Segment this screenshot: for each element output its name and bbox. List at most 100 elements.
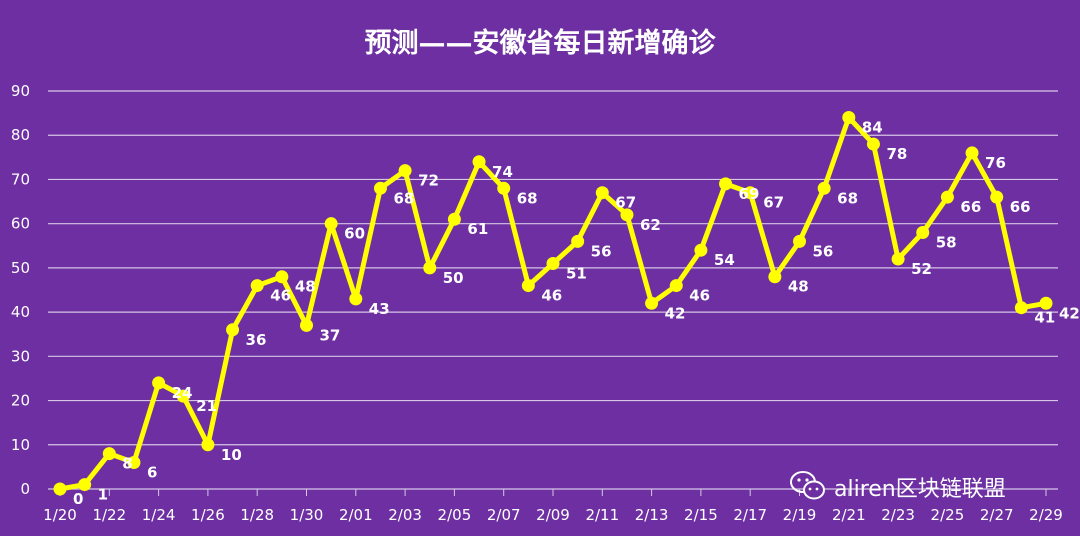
x-tick-label: 2/11 <box>585 506 619 524</box>
data-label: 42 <box>1059 304 1080 322</box>
data-label: 1 <box>98 486 108 504</box>
data-point <box>571 234 585 248</box>
data-point <box>940 190 954 204</box>
data-label: 42 <box>665 304 686 322</box>
data-label: 66 <box>1010 198 1031 216</box>
chart-title: 预测——安徽省每日新增确诊 <box>365 27 717 59</box>
data-point <box>891 252 905 266</box>
x-tick-label: 2/23 <box>881 506 915 524</box>
data-label: 68 <box>393 189 414 207</box>
data-label: 74 <box>492 163 513 181</box>
data-label: 69 <box>739 185 760 203</box>
data-point <box>447 212 461 226</box>
x-tick-label: 1/24 <box>142 506 176 524</box>
data-label: 8 <box>122 455 132 473</box>
y-tick-label: 20 <box>11 392 30 410</box>
x-axis-ticks: 1/20 1/22 1/24 1/26 1/28 1/30 2/01 2/03 2/05 2/07… <box>43 489 1063 524</box>
data-label: 54 <box>714 251 735 269</box>
x-tick-label: 1/28 <box>240 506 274 524</box>
data-label: 52 <box>911 260 932 278</box>
data-point <box>1039 296 1053 310</box>
data-point <box>176 389 190 403</box>
y-tick-label: 10 <box>11 436 30 454</box>
data-point <box>645 296 659 310</box>
data-label: 84 <box>862 119 883 137</box>
data-label: 46 <box>689 287 710 305</box>
data-point <box>817 181 831 195</box>
data-point <box>719 177 733 191</box>
data-point <box>102 447 116 461</box>
data-point <box>226 323 240 337</box>
x-tick-label: 2/29 <box>1029 506 1063 524</box>
x-tick-label: 2/21 <box>832 506 866 524</box>
data-label: 21 <box>196 397 217 415</box>
data-point <box>300 318 313 332</box>
data-point <box>990 190 1004 204</box>
y-tick-label: 80 <box>11 126 30 144</box>
y-tick-label: 0 <box>20 480 30 498</box>
y-tick-label: 50 <box>11 259 30 277</box>
x-tick-label: 2/25 <box>931 506 965 524</box>
data-point <box>620 208 634 222</box>
series-points <box>53 111 1053 496</box>
data-label: 67 <box>615 194 636 212</box>
data-label: 66 <box>960 198 981 216</box>
watermark-text: aliren区块链联盟 <box>834 477 1006 502</box>
data-label: 72 <box>418 172 439 190</box>
data-label: 10 <box>221 446 242 464</box>
y-tick-label: 90 <box>11 82 30 100</box>
data-point <box>275 270 289 284</box>
data-label: 36 <box>246 331 267 349</box>
data-point <box>768 270 782 284</box>
data-point <box>423 261 437 275</box>
data-label: 51 <box>566 264 587 282</box>
x-tick-label: 1/26 <box>191 506 225 524</box>
data-point <box>250 279 264 293</box>
data-label: 56 <box>813 242 834 260</box>
data-label: 43 <box>369 300 390 318</box>
x-tick-label: 2/05 <box>438 506 472 524</box>
data-point <box>1014 301 1028 315</box>
y-tick-label: 40 <box>11 303 30 321</box>
data-point <box>743 186 757 200</box>
data-label: 6 <box>147 463 157 481</box>
data-point <box>127 455 141 469</box>
data-point <box>546 256 560 270</box>
data-label: 56 <box>591 242 612 260</box>
data-point <box>694 243 708 257</box>
data-point <box>472 155 486 169</box>
data-label: 46 <box>270 287 291 305</box>
x-tick-label: 2/09 <box>536 506 570 524</box>
x-tick-label: 2/07 <box>487 506 521 524</box>
data-label: 41 <box>1034 309 1055 327</box>
data-point <box>965 146 979 160</box>
data-label: 62 <box>640 216 661 234</box>
data-label: 76 <box>985 154 1006 172</box>
x-tick-label: 1/20 <box>43 506 77 524</box>
data-point <box>842 111 856 125</box>
data-label: 50 <box>443 269 464 287</box>
x-tick-label: 2/13 <box>635 506 669 524</box>
data-label: 61 <box>467 220 488 238</box>
data-point <box>152 376 166 390</box>
data-label: 24 <box>172 384 193 402</box>
data-point <box>916 226 930 240</box>
data-point <box>324 217 338 231</box>
data-point <box>866 137 880 151</box>
x-tick-label: 1/22 <box>92 506 126 524</box>
data-point <box>349 292 363 306</box>
data-point <box>669 279 683 293</box>
x-tick-label: 2/03 <box>388 506 422 524</box>
x-tick-label: 2/27 <box>980 506 1014 524</box>
data-label: 48 <box>295 278 316 296</box>
data-point <box>398 164 412 178</box>
data-point <box>521 279 535 293</box>
data-label: 58 <box>936 234 957 252</box>
data-point <box>497 181 511 195</box>
data-point <box>78 478 92 492</box>
data-label: 46 <box>541 287 562 305</box>
data-point <box>373 181 387 195</box>
y-tick-label: 60 <box>11 215 30 233</box>
